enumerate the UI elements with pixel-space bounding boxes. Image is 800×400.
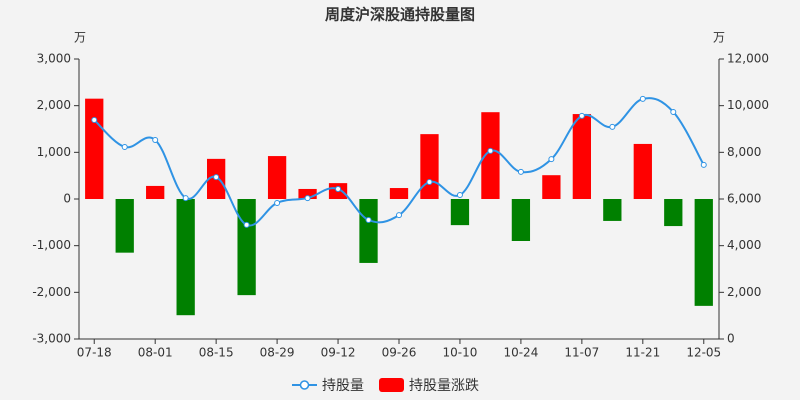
- x-tick-label: 11-07: [564, 346, 599, 360]
- y-tick-label: -1,000: [32, 238, 71, 252]
- line-point: [152, 136, 159, 143]
- legend-marker[interactable]: [299, 380, 310, 390]
- bar: [298, 188, 317, 199]
- y2-tick-label: 10,000: [727, 98, 769, 112]
- line-point: [487, 147, 494, 154]
- bar: [542, 175, 561, 199]
- x-tick-label: 07-18: [77, 346, 112, 360]
- line-point: [456, 192, 463, 199]
- y-tick-label: -3,000: [32, 332, 71, 346]
- line-point: [670, 108, 677, 115]
- legend-item[interactable]: 持股量涨跌: [379, 378, 479, 394]
- line-point: [426, 178, 433, 185]
- bar: [694, 199, 713, 306]
- legend-label[interactable]: 持股量涨跌: [409, 378, 479, 394]
- x-tick-label: 08-01: [138, 346, 173, 360]
- line-point: [335, 185, 342, 192]
- x-tick-label: 12-05: [686, 346, 721, 360]
- x-tick-label: 10-24: [503, 346, 538, 360]
- y2-tick-label: 0: [727, 332, 735, 346]
- legend-label[interactable]: 持股量: [322, 378, 364, 394]
- x-tick-label: 09-26: [382, 346, 417, 360]
- line-point: [304, 195, 311, 202]
- y2-tick-label: 2,000: [727, 285, 761, 299]
- y2-tick-label: 6,000: [727, 192, 761, 206]
- bar: [511, 199, 531, 241]
- y2-unit: 万: [713, 31, 725, 45]
- y2-tick-label: 4,000: [727, 238, 761, 252]
- line-point: [182, 195, 189, 202]
- y-tick-label: 0: [63, 192, 71, 206]
- bar: [389, 188, 409, 199]
- y2-tick-label: 12,000: [727, 52, 769, 66]
- bar: [176, 199, 195, 316]
- bar: [603, 199, 622, 221]
- bar: [572, 114, 591, 199]
- line-point: [548, 156, 555, 163]
- bar: [359, 199, 378, 263]
- bar: [664, 199, 683, 227]
- line-point: [578, 112, 585, 119]
- y-tick-label: 3,000: [37, 52, 71, 66]
- bar: [450, 199, 470, 226]
- line-point: [609, 123, 616, 130]
- y2-tick-label: 8,000: [727, 145, 761, 159]
- bar: [267, 156, 287, 199]
- bar: [420, 134, 439, 199]
- y-tick-label: 2,000: [37, 98, 71, 112]
- line-point: [243, 221, 250, 228]
- x-tick-label: 11-21: [625, 346, 660, 360]
- line-point: [91, 117, 98, 124]
- bar: [481, 112, 500, 199]
- legend-swatch[interactable]: [379, 378, 404, 392]
- bar: [146, 185, 165, 199]
- chart-title: 周度沪深股通持股量图: [325, 6, 475, 24]
- line-point: [213, 174, 220, 181]
- bar: [115, 199, 134, 253]
- y-tick-label: 1,000: [37, 145, 71, 159]
- x-tick-label: 09-12: [321, 346, 356, 360]
- line-point: [274, 199, 281, 206]
- line-point: [639, 95, 646, 102]
- line-point: [365, 217, 372, 223]
- y-tick-label: -2,000: [32, 285, 71, 299]
- x-tick-label: 10-10: [443, 346, 478, 360]
- x-tick-label: 08-29: [260, 346, 295, 360]
- line-point: [396, 212, 402, 219]
- bar: [237, 199, 256, 296]
- line-point: [700, 161, 707, 168]
- bar: [85, 98, 104, 199]
- legend-item[interactable]: 持股量: [292, 378, 364, 394]
- x-tick-label: 08-15: [199, 346, 234, 360]
- line-point: [121, 143, 128, 150]
- line-point: [517, 168, 524, 175]
- bar: [633, 143, 652, 199]
- y-unit: 万: [74, 31, 86, 45]
